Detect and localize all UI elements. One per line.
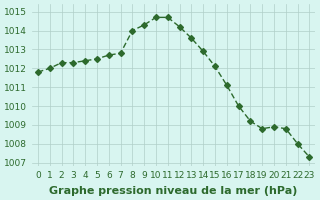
X-axis label: Graphe pression niveau de la mer (hPa): Graphe pression niveau de la mer (hPa) bbox=[50, 186, 298, 196]
